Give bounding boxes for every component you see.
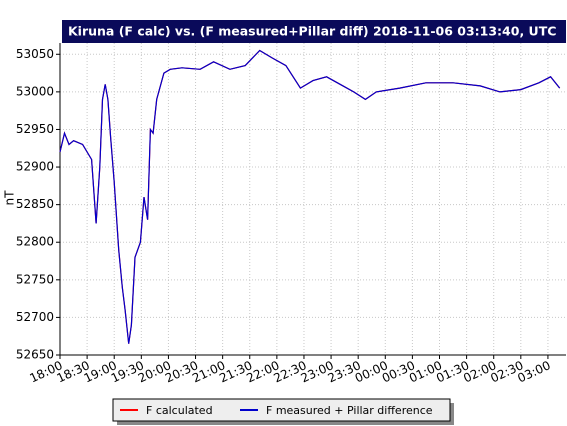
legend-label: F calculated: [146, 404, 213, 417]
y-tick-label: 52900: [16, 160, 54, 174]
plot-area: [60, 43, 566, 355]
y-tick-label: 52850: [16, 197, 54, 211]
y-tick-label: 52750: [16, 272, 54, 286]
y-tick-label: 52700: [16, 310, 54, 324]
legend: [112, 398, 451, 422]
title-bar: [62, 20, 566, 43]
y-tick-label: 52800: [16, 235, 54, 249]
y-tick-label: 52950: [16, 122, 54, 136]
y-tick-label: 53000: [16, 84, 54, 98]
chart-title: Kiruna (F calc) vs. (F measured+Pillar d…: [68, 24, 556, 39]
legend-label: F measured + Pillar difference: [266, 404, 433, 417]
series-line: [59, 49, 561, 344]
y-tick-label: 52650: [16, 348, 54, 362]
y-axis-label: nT: [3, 190, 17, 206]
y-tick-label: 53050: [16, 47, 54, 61]
